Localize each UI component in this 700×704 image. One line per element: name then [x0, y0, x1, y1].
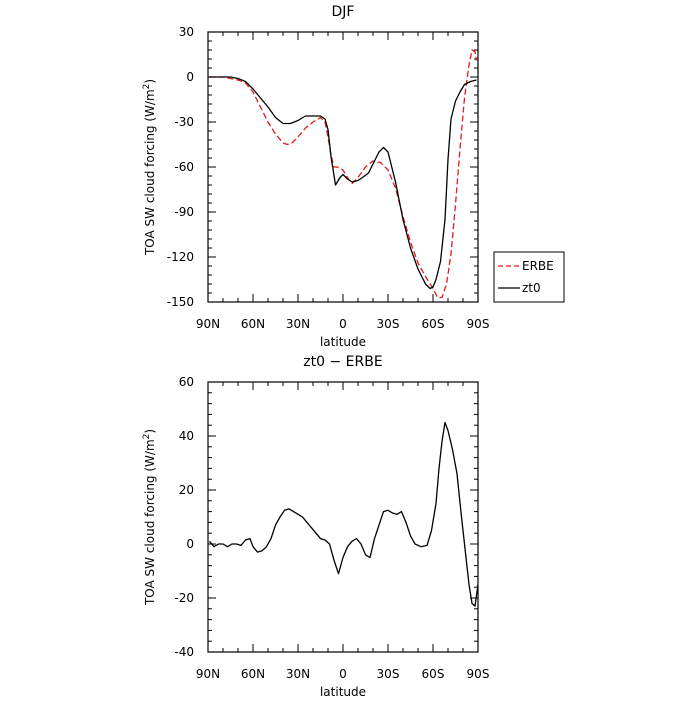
y-tick-label: -150: [167, 295, 194, 309]
plot-frame: [207, 31, 479, 303]
y-axis-label-end: ): [143, 79, 157, 84]
x-tick-label: 90S: [467, 317, 490, 331]
x-tick-label: 30S: [377, 667, 400, 681]
legend-label: ERBE: [522, 259, 554, 273]
y-tick-label: 30: [179, 25, 194, 39]
y-axis-label-text: TOA SW cloud forcing (W/m: [143, 439, 157, 606]
legend-box: [493, 251, 565, 303]
chart-title: DJF: [332, 4, 355, 20]
x-axis-label: latitude: [320, 335, 366, 349]
x-tick-label: 90N: [196, 317, 220, 331]
x-tick-label: 60N: [241, 317, 265, 331]
y-axis-label: TOA SW cloud forcing (W/m2): [142, 429, 157, 606]
series-line: [209, 421, 479, 607]
y-tick-label: -60: [174, 160, 194, 174]
y-tick-label: -40: [174, 645, 194, 659]
chart-2: zt0 − ERBE TOA SW cloud forcing (W/m2) lat…: [142, 354, 489, 699]
x-tick-label: 90S: [467, 667, 490, 681]
y-axis-label-text: TOA SW cloud forcing (W/m: [143, 89, 157, 256]
x-tick-label: 30S: [377, 317, 400, 331]
x-tick-label: 90N: [196, 667, 220, 681]
x-tick-label: 60N: [241, 667, 265, 681]
plot-frame: [207, 381, 479, 653]
x-tick-label: 60S: [422, 667, 445, 681]
y-tick-label: -20: [174, 591, 194, 605]
y-tick-label: -30: [174, 115, 194, 129]
x-axis-label: latitude: [320, 685, 366, 699]
y-tick-label: -90: [174, 205, 194, 219]
series-line-zt0: [209, 76, 477, 290]
x-tick-label: 0: [339, 667, 347, 681]
y-axis-label-superscript: 2: [142, 84, 152, 90]
y-tick-label: 40: [179, 429, 194, 443]
chart-1: DJF TOA SW cloud forcing (W/m2) latitude 90…: [142, 4, 565, 349]
legend: ERBE zt0: [493, 251, 565, 303]
y-tick-label: -120: [167, 250, 194, 264]
legend-label: zt0: [522, 281, 541, 295]
y-axis-label-superscript: 2: [142, 434, 152, 440]
y-tick-label: 0: [186, 537, 194, 551]
y-axis-label: TOA SW cloud forcing (W/m2): [142, 79, 157, 256]
y-tick-label: 60: [179, 375, 194, 389]
y-axis-label-end: ): [143, 429, 157, 434]
chart-title: zt0 − ERBE: [303, 354, 382, 370]
y-tick-label: 20: [179, 483, 194, 497]
x-tick-label: 0: [339, 317, 347, 331]
y-tick-label: 0: [186, 70, 194, 84]
x-tick-label: 30N: [286, 317, 310, 331]
x-tick-label: 30N: [286, 667, 310, 681]
x-tick-label: 60S: [422, 317, 445, 331]
series-line-erbe: [209, 49, 478, 299]
